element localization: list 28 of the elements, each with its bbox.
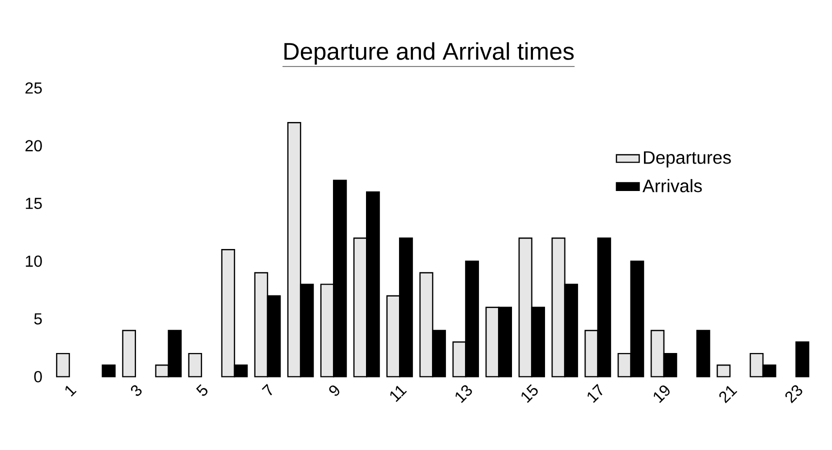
x-tick-label: 19 (654, 385, 670, 403)
y-tick-label: 15 (26, 198, 42, 210)
x-tick-label: 9 (329, 385, 340, 396)
y-tick-label: 5 (34, 313, 42, 325)
legend-label: Arrivals (642, 179, 702, 192)
x-tick-label: 23 (785, 385, 802, 404)
bar (795, 341, 810, 378)
x-tick-label: 11 (390, 386, 407, 402)
x-tick-label: 5 (196, 384, 208, 396)
bar (696, 330, 710, 378)
y-tick-label: 25 (25, 82, 42, 94)
y-tick-label: 20 (25, 140, 42, 152)
bar (188, 352, 202, 378)
chart-title: Departure and Arrival times (284, 42, 574, 65)
bar (102, 364, 116, 378)
legend-label: Departures (644, 151, 731, 168)
x-tick-label: 3 (130, 385, 142, 396)
bar (56, 352, 70, 378)
x-tick-label: 21 (719, 386, 738, 404)
x-tick-label: 1 (65, 386, 77, 397)
y-tick-label: 10 (26, 256, 42, 267)
y-tick-label: 0 (34, 371, 42, 382)
x-tick-label: 13 (456, 385, 472, 403)
x-tick-label: 17 (588, 384, 602, 403)
bar (122, 330, 136, 378)
x-tick-label: 15 (522, 384, 538, 403)
x-tick-label: 7 (262, 384, 272, 396)
bar (716, 364, 731, 378)
